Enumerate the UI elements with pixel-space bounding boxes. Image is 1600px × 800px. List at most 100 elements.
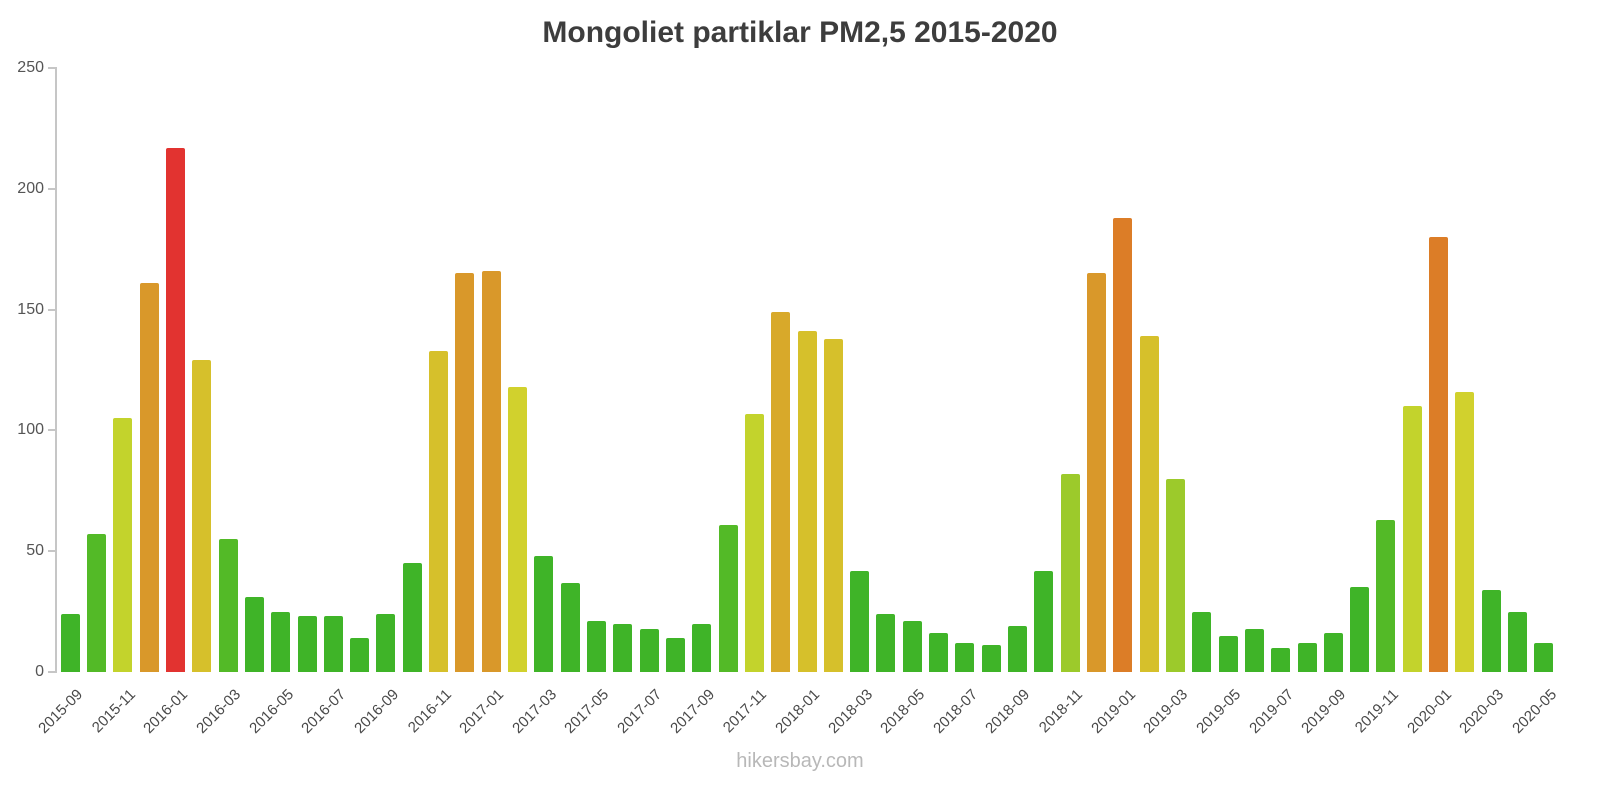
x-tick-label: 2018-11 xyxy=(1036,686,1087,737)
x-tick-label: 2016-01 xyxy=(140,686,192,737)
bar-2019-04[interactable] xyxy=(1192,611,1212,672)
bar-2017-04[interactable] xyxy=(560,582,580,672)
bar-2019-09[interactable] xyxy=(1323,633,1343,672)
x-tick-label: 2015-09 xyxy=(35,686,87,737)
x-axis-labels: 2015-09 2015-11 2016-01 2016-03 2016-05 2016-… xyxy=(35,676,1560,756)
bar-2020-01[interactable] xyxy=(1429,237,1449,672)
bar-2019-07[interactable] xyxy=(1271,647,1291,672)
x-tick-label: 2020-03 xyxy=(1456,686,1508,737)
watermark: hikersbay.com xyxy=(736,750,864,772)
bar-2017-12[interactable] xyxy=(771,312,791,672)
bar-2017-01[interactable] xyxy=(481,270,501,672)
bar-2020-04[interactable] xyxy=(1508,611,1528,672)
y-tick-label: 150 xyxy=(17,300,44,318)
y-tick-label: 100 xyxy=(17,421,44,439)
bar-2018-03[interactable] xyxy=(850,570,870,672)
x-tick-label: 2016-09 xyxy=(351,686,402,737)
bar-2018-06[interactable] xyxy=(929,633,949,672)
bar-2019-02[interactable] xyxy=(1139,336,1159,672)
y-tick-label: 250 xyxy=(17,59,44,76)
bar-2018-07[interactable] xyxy=(955,643,975,672)
bar-2019-08[interactable] xyxy=(1297,643,1317,672)
bar-2017-06[interactable] xyxy=(613,623,633,672)
x-tick-label: 2018-03 xyxy=(824,686,876,737)
y-tick-mark xyxy=(48,187,57,190)
x-tick-label: 2018-07 xyxy=(929,686,981,737)
x-tick-label: 2016-11 xyxy=(404,686,455,737)
y-axis-labels: 0 50 100 150 200 250 xyxy=(0,59,44,680)
bar-2019-05[interactable] xyxy=(1218,635,1238,672)
x-tick-label: 2018-09 xyxy=(982,686,1034,737)
x-tick-label: 2017-01 xyxy=(456,686,508,737)
y-tick-mark xyxy=(48,429,57,432)
bar-2015-11[interactable] xyxy=(113,418,133,672)
chart-title: Mongoliet partiklar PM2,5 2015-2020 xyxy=(542,16,1058,49)
bar-2016-07[interactable] xyxy=(323,616,343,672)
bar-2018-04[interactable] xyxy=(876,614,896,672)
bar-2018-01[interactable] xyxy=(797,331,817,672)
bar-2016-06[interactable] xyxy=(297,616,317,672)
bar-2016-09[interactable] xyxy=(376,614,396,672)
bar-2015-09[interactable] xyxy=(60,614,80,672)
x-tick-label: 2019-01 xyxy=(1087,686,1139,737)
bar-2017-08[interactable] xyxy=(665,638,685,672)
bar-2016-03[interactable] xyxy=(218,539,238,672)
bar-2017-05[interactable] xyxy=(586,621,606,672)
x-tick-label: 2016-07 xyxy=(298,686,350,737)
x-tick-label: 2015-11 xyxy=(88,686,139,737)
x-tick-label: 2017-05 xyxy=(561,686,613,737)
y-tick-label: 0 xyxy=(35,663,44,680)
x-tick-label: 2017-09 xyxy=(666,686,718,737)
bar-2020-03[interactable] xyxy=(1481,589,1501,672)
x-tick-label: 2018-05 xyxy=(877,686,929,737)
bar-2017-07[interactable] xyxy=(639,628,659,672)
bar-2020-02[interactable] xyxy=(1455,391,1475,672)
x-tick-label: 2020-05 xyxy=(1508,686,1560,737)
bar-2016-10[interactable] xyxy=(402,563,422,672)
bar-2019-12[interactable] xyxy=(1402,406,1422,672)
bar-2017-11[interactable] xyxy=(744,413,764,672)
bar-2018-05[interactable] xyxy=(902,621,922,672)
bar-2017-03[interactable] xyxy=(534,556,554,672)
x-tick-label: 2017-07 xyxy=(614,686,666,737)
bar-2016-08[interactable] xyxy=(350,638,370,672)
x-tick-label: 2019-09 xyxy=(1298,686,1350,737)
bar-2016-12[interactable] xyxy=(455,273,475,672)
x-tick-label: 2019-11 xyxy=(1351,686,1402,737)
x-tick-label: 2019-03 xyxy=(1140,686,1192,737)
bar-2016-05[interactable] xyxy=(271,611,291,672)
plot-area xyxy=(48,67,1555,673)
x-tick-label: 2020-01 xyxy=(1403,686,1455,737)
bar-2017-10[interactable] xyxy=(718,524,738,672)
bar-2015-12[interactable] xyxy=(139,283,159,672)
bar-2019-10[interactable] xyxy=(1350,587,1370,672)
bar-2018-02[interactable] xyxy=(823,338,843,672)
y-tick-mark xyxy=(48,67,57,69)
x-tick-label: 2018-01 xyxy=(772,686,824,737)
x-tick-label: 2016-05 xyxy=(245,686,297,737)
y-tick-mark xyxy=(48,308,57,311)
bar-2017-09[interactable] xyxy=(692,623,712,672)
bar-2016-01[interactable] xyxy=(165,147,185,672)
bar-2018-09[interactable] xyxy=(1008,626,1028,672)
bar-2018-10[interactable] xyxy=(1034,570,1054,672)
bar-2019-11[interactable] xyxy=(1376,519,1396,672)
bar-2019-01[interactable] xyxy=(1113,217,1133,672)
bar-2015-10[interactable] xyxy=(86,534,106,672)
bar-2018-12[interactable] xyxy=(1086,273,1106,672)
bar-2018-11[interactable] xyxy=(1060,473,1080,672)
x-tick-label: 2016-03 xyxy=(193,686,245,737)
bar-2018-08[interactable] xyxy=(981,645,1001,672)
y-tick-label: 50 xyxy=(26,542,44,560)
bar-2016-04[interactable] xyxy=(244,597,264,672)
bar-2019-06[interactable] xyxy=(1244,628,1264,672)
y-tick-label: 200 xyxy=(17,179,44,197)
bar-2016-02[interactable] xyxy=(192,360,212,672)
bar-2017-02[interactable] xyxy=(508,386,528,672)
bar-2020-05[interactable] xyxy=(1534,643,1554,672)
bar-2016-11[interactable] xyxy=(429,350,449,672)
y-tick-mark xyxy=(48,550,57,553)
x-tick-label: 2019-07 xyxy=(1245,686,1297,737)
bar-2019-03[interactable] xyxy=(1165,478,1185,672)
